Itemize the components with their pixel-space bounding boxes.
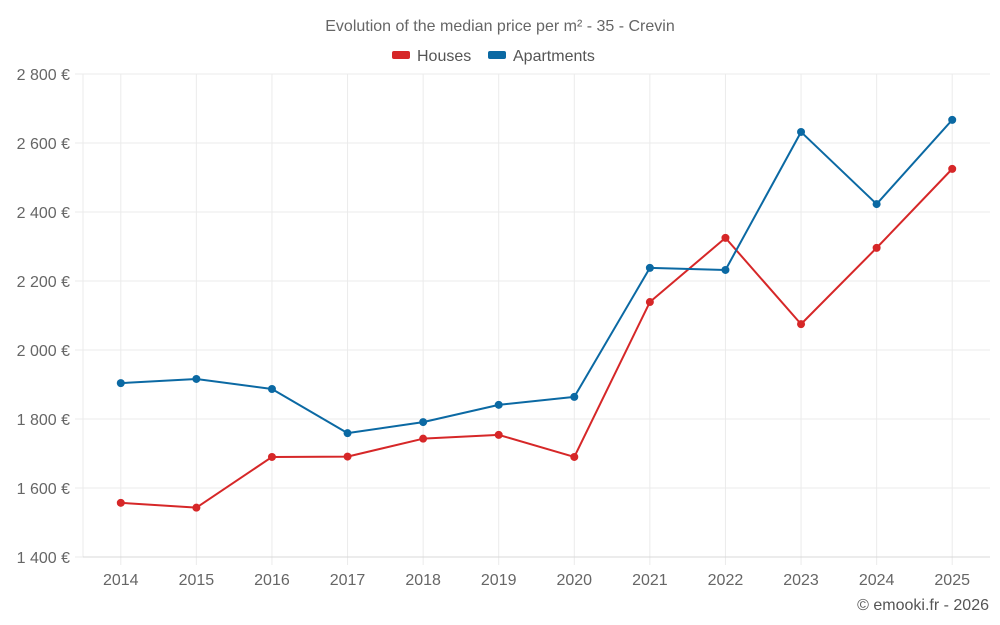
data-point-apartments <box>645 263 654 272</box>
legend: Houses Apartments <box>392 48 595 65</box>
chart-title: Evolution of the median price per m² - 3… <box>325 18 674 35</box>
data-point-houses <box>116 498 125 507</box>
data-point-apartments <box>797 127 806 136</box>
data-point-houses <box>570 452 579 461</box>
data-point-apartments <box>872 200 881 209</box>
x-tick-label: 2014 <box>103 572 139 589</box>
y-tick-label: 1 600 € <box>17 481 70 498</box>
data-point-houses <box>645 298 654 307</box>
legend-label-houses: Houses <box>417 48 471 65</box>
data-point-apartments <box>419 418 428 427</box>
data-point-apartments <box>721 265 730 274</box>
grid <box>75 73 990 565</box>
y-tick-label: 2 600 € <box>17 136 70 153</box>
y-axis: 1 400 € 1 600 € 1 800 € 2 000 € 2 200 € 2 400… <box>17 67 70 567</box>
x-tick-label: 2019 <box>481 572 517 589</box>
data-point-houses <box>192 503 201 512</box>
x-tick-label: 2017 <box>330 572 366 589</box>
data-point-houses <box>419 434 428 443</box>
x-tick-label: 2020 <box>556 572 592 589</box>
data-point-houses <box>797 320 806 329</box>
x-tick-label: 2018 <box>405 572 441 589</box>
x-axis: 2014 2015 2016 2017 2018 2019 2020 2021 2022 2023… <box>83 556 990 589</box>
data-point-apartments <box>570 392 579 401</box>
series-group <box>116 115 957 512</box>
x-tick-label: 2023 <box>783 572 819 589</box>
y-tick-label: 1 800 € <box>17 412 70 429</box>
data-point-apartments <box>494 400 503 409</box>
y-tick-label: 2 800 € <box>17 67 70 84</box>
legend-swatch-apartments <box>488 51 506 59</box>
data-point-apartments <box>192 374 201 383</box>
data-point-houses <box>267 452 276 461</box>
series-line-apartments <box>120 119 953 435</box>
y-tick-label: 2 000 € <box>17 343 70 360</box>
x-tick-label: 2024 <box>859 572 895 589</box>
data-point-houses <box>343 452 352 461</box>
y-tick-label: 2 200 € <box>17 274 70 291</box>
data-point-apartments <box>267 384 276 393</box>
x-tick-label: 2025 <box>934 572 970 589</box>
data-point-houses <box>948 164 957 173</box>
y-tick-label: 2 400 € <box>17 205 70 222</box>
data-point-houses <box>721 233 730 242</box>
data-point-apartments <box>948 115 957 124</box>
x-tick-label: 2015 <box>179 572 215 589</box>
y-tick-label: 1 400 € <box>17 550 70 567</box>
legend-label-apartments: Apartments <box>513 48 595 65</box>
x-tick-label: 2016 <box>254 572 290 589</box>
x-tick-label: 2021 <box>632 572 668 589</box>
legend-swatch-houses <box>392 51 410 59</box>
data-point-apartments <box>343 429 352 438</box>
x-tick-label: 2022 <box>708 572 744 589</box>
data-point-apartments <box>116 379 125 388</box>
series-line-houses <box>120 168 953 509</box>
data-point-houses <box>494 430 503 439</box>
credit-text: © emooki.fr - 2026 <box>857 597 989 614</box>
data-point-houses <box>872 243 881 252</box>
